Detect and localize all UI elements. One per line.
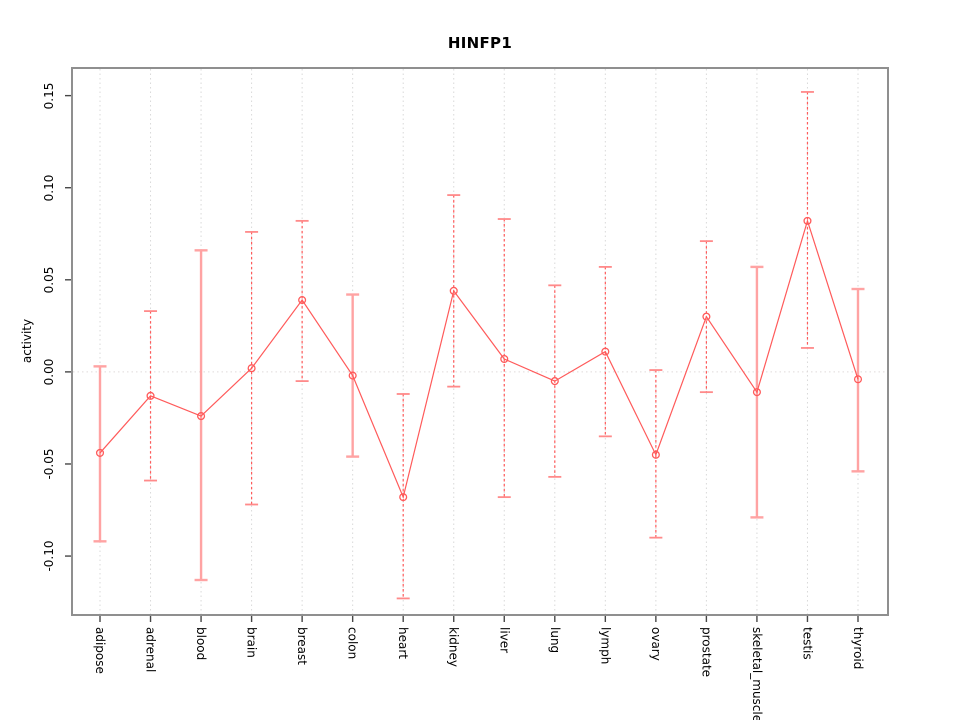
x-tick-label: thyroid [850,627,865,670]
x-tick-label: adrenal [143,627,158,673]
data-point [449,286,458,295]
x-tick-label: adipose [93,627,107,674]
y-tick-label: 0.05 [42,266,56,294]
data-point [702,312,711,321]
data-point [95,448,105,457]
x-tick-label: lymph [598,627,613,665]
y-tick-label: -0.10 [42,540,56,572]
x-tick-label: ovary [648,627,663,661]
data-point [500,354,509,364]
y-tick-label: 0.15 [42,82,56,109]
x-tick-label: prostate [699,627,714,678]
data-point [803,216,812,225]
x-tick-label: kidney [446,627,461,667]
data-point [853,375,863,384]
plot-border [71,67,889,616]
data-point [399,493,408,502]
x-tick-label: lung [547,627,562,654]
chart-title: HINFP1 [447,34,513,52]
x-tick-label: colon [345,627,360,660]
series-line [99,218,859,500]
y-tick-label: 0.10 [42,174,56,202]
data-point [601,347,610,356]
data-point [298,296,307,305]
data-point [146,391,155,400]
x-tick-label: breast [295,627,310,665]
data-point [550,377,559,386]
x-tick-label: heart [396,627,411,659]
x-tick-label: blood [194,627,209,661]
y-tick-label: -0.05 [42,448,56,480]
x-tick-label: skeletal_muscle [749,627,764,720]
data-point [752,388,761,397]
x-tick-label: testis [800,627,815,660]
data-point [348,371,357,380]
data-point [247,364,256,373]
x-tick-label: liver [497,627,512,654]
data-point [197,412,206,421]
data-point [651,450,660,459]
x-tick-label: brain [244,627,259,658]
y-tick-label: 0.00 [42,358,56,386]
